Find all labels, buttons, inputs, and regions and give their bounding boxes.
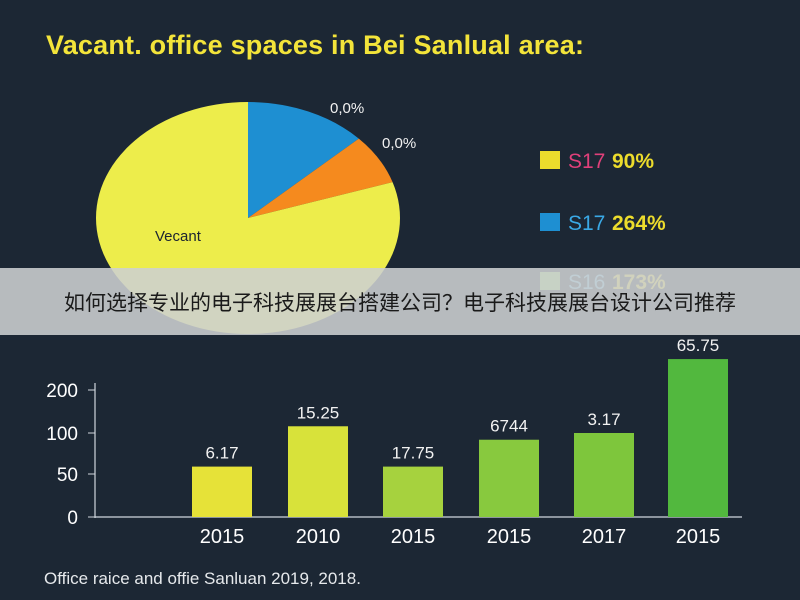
bar: [574, 433, 634, 517]
x-tick-label: 2017: [582, 526, 627, 548]
x-tick-label: 2010: [296, 526, 341, 548]
y-tick-label: 200: [46, 381, 78, 402]
bar-data-label: 3.17: [587, 410, 620, 429]
chart-caption: Office raice and offie Sanluan 2019, 201…: [44, 569, 361, 588]
legend-value: 90%: [612, 150, 654, 173]
bar: [288, 426, 348, 517]
pie-slice-label: 0,0%: [382, 135, 416, 152]
bar: [668, 359, 728, 517]
legend-value: 264%: [612, 212, 666, 235]
legend-swatch: [540, 151, 560, 169]
x-tick-label: 2015: [676, 526, 721, 548]
banner-text: 如何选择专业的电子科技展展台搭建公司？电子科技展展台设计公司推荐: [64, 290, 736, 315]
bar: [383, 466, 443, 517]
pie-slice: [248, 102, 359, 218]
x-tick-label: 2015: [487, 526, 532, 548]
bar-chart: 0 50 100 200 6.17 2015 15.25 2010 17.75 2015 6744 2…: [46, 336, 742, 548]
bar-data-label: 6.17: [205, 444, 238, 463]
pie-slice-label: Vecant: [155, 228, 202, 245]
x-tick-label: 2015: [200, 526, 245, 548]
bar-data-label: 15.25: [297, 403, 340, 422]
bar: [479, 439, 539, 517]
bar: [192, 466, 252, 517]
y-tick-label: 50: [57, 465, 78, 486]
y-tick-label: 100: [46, 424, 78, 445]
bar-data-label: 17.75: [392, 444, 435, 463]
legend-swatch: [540, 213, 560, 231]
x-tick-label: 2015: [391, 526, 436, 548]
pie-slice-label: 0,0%: [330, 100, 364, 117]
legend-prefix: S17: [568, 150, 605, 173]
chart-title: Vacant. office spaces in Bei Sanlual are…: [46, 30, 585, 60]
legend-prefix: S17: [568, 212, 605, 235]
y-tick-label: 0: [67, 508, 78, 529]
bar-data-label: 6744: [490, 417, 528, 436]
overlay-banner[interactable]: 如何选择专业的电子科技展展台搭建公司？电子科技展展台设计公司推荐: [0, 268, 800, 335]
bar-data-label: 65.75: [677, 336, 720, 355]
pie-slice: [248, 138, 393, 218]
